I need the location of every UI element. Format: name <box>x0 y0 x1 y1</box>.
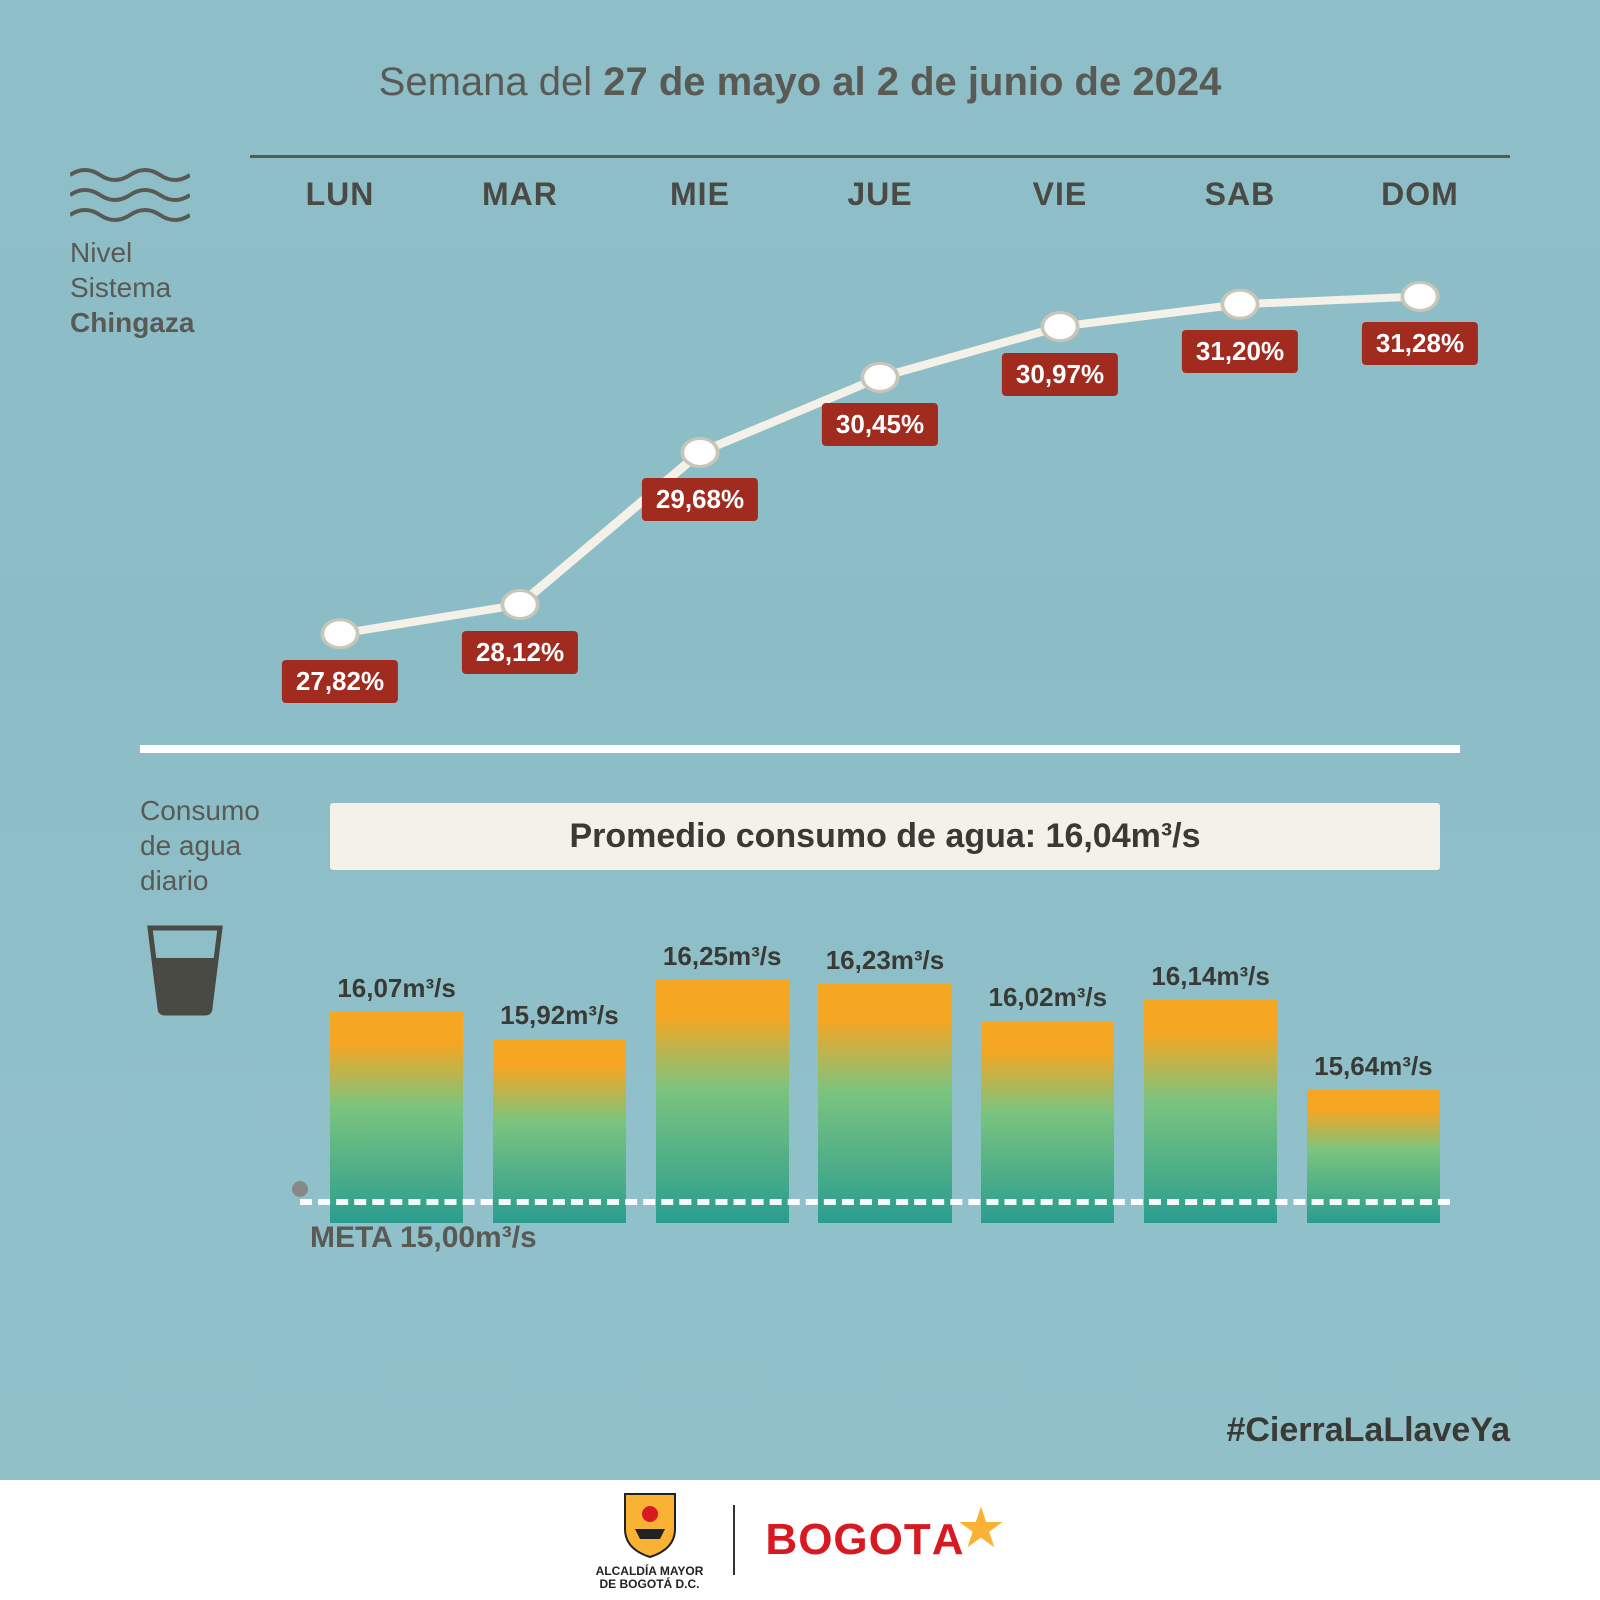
alcaldia-block: ALCALDÍA MAYOR DE BOGOTÁ D.C. <box>596 1489 704 1591</box>
day-header-row: LUNMARMIEJUEVIESABDOM <box>250 155 1510 213</box>
bars-wrap: 16,07m³/s 15,92m³/s 16,25m³/s 16,23m³/s 16,0… <box>330 893 1440 1223</box>
line-point-label: 29,68% <box>642 478 758 521</box>
page-title: Semana del 27 de mayo al 2 de junio de 2… <box>70 60 1530 105</box>
day-label: JUE <box>790 176 970 213</box>
day-label: MIE <box>610 176 790 213</box>
bar-value-label: 16,07m³/s <box>337 973 456 1004</box>
star-icon: ★ <box>959 1499 1005 1557</box>
bar-column: 15,92m³/s <box>493 1000 626 1223</box>
infographic-container: Semana del 27 de mayo al 2 de junio de 2… <box>0 0 1600 1600</box>
bar <box>330 1012 463 1223</box>
line-point-label: 27,82% <box>282 660 398 703</box>
day-label: DOM <box>1330 176 1510 213</box>
bar-value-label: 15,64m³/s <box>1314 1051 1433 1082</box>
day-label: VIE <box>970 176 1150 213</box>
day-label: LUN <box>250 176 430 213</box>
meta-dot <box>292 1181 308 1197</box>
bar-chart-section: Consumo de agua diario Promedio consumo … <box>70 793 1530 1273</box>
bars-row: 16,07m³/s15,92m³/s16,25m³/s16,23m³/s16,0… <box>330 953 1440 1223</box>
bar-value-label: 16,14m³/s <box>1151 961 1270 992</box>
line-point-label: 30,97% <box>1002 353 1118 396</box>
bar-column: 15,64m³/s <box>1307 1051 1440 1223</box>
title-prefix: Semana del <box>379 60 604 104</box>
meta-dashed-line <box>300 1199 1450 1205</box>
bar <box>1144 1000 1277 1223</box>
line-chart-side-label: Nivel Sistema Chingaza <box>70 165 230 340</box>
bar-value-label: 16,02m³/s <box>989 982 1108 1013</box>
line-point-label: 31,20% <box>1182 330 1298 373</box>
section-divider <box>140 745 1460 753</box>
hashtag: #CierraLaLlaveYa <box>1226 1411 1510 1450</box>
side2-text: Consumo de agua diario <box>140 793 310 898</box>
line-chart-area: LUNMARMIEJUEVIESABDOM 27,82% 28,12% 29,68%… <box>250 155 1510 715</box>
line-point-label: 28,12% <box>462 631 578 674</box>
day-label: SAB <box>1150 176 1330 213</box>
bar-chart-side-label: Consumo de agua diario <box>140 793 310 1023</box>
meta-label: META 15,00m³/s <box>310 1221 537 1255</box>
line-point-label: 30,45% <box>822 403 938 446</box>
bar-value-label: 16,25m³/s <box>663 941 782 972</box>
waves-icon <box>70 165 230 225</box>
bar-column: 16,07m³/s <box>330 973 463 1223</box>
bar <box>656 980 789 1223</box>
footer: ALCALDÍA MAYOR DE BOGOTÁ D.C. BOGOTA★ <box>0 1480 1600 1600</box>
side1-text: Nivel Sistema Chingaza <box>70 235 230 340</box>
bar-column: 16,25m³/s <box>656 941 789 1223</box>
bogota-logo: BOGOTA★ <box>765 1511 1004 1569</box>
bar-value-label: 16,23m³/s <box>826 945 945 976</box>
footer-separator <box>733 1505 735 1575</box>
title-date: 27 de mayo al 2 de junio de 2024 <box>603 60 1221 104</box>
day-label: MAR <box>430 176 610 213</box>
line-point-label: 31,28% <box>1362 322 1478 365</box>
line-chart-svg <box>250 235 1510 705</box>
bar <box>981 1021 1114 1223</box>
bar-column: 16,02m³/s <box>981 982 1114 1223</box>
cup-icon <box>140 918 310 1023</box>
bar <box>493 1039 626 1223</box>
alcaldia-text: ALCALDÍA MAYOR DE BOGOTÁ D.C. <box>596 1565 704 1591</box>
bar-column: 16,14m³/s <box>1144 961 1277 1223</box>
bar-value-label: 15,92m³/s <box>500 1000 619 1031</box>
shield-icon <box>620 1489 680 1559</box>
bar <box>818 984 951 1223</box>
average-consumption-box: Promedio consumo de agua: 16,04m³/s <box>330 803 1440 870</box>
bar-column: 16,23m³/s <box>818 945 951 1223</box>
